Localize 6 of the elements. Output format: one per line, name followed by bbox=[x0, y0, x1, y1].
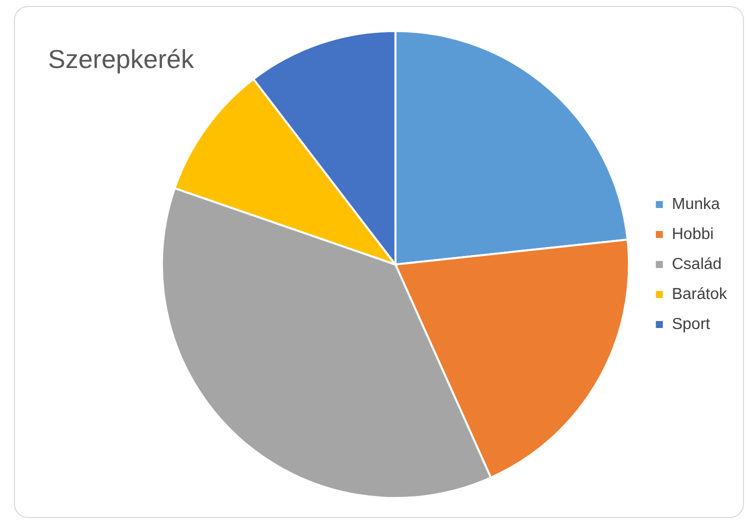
legend-label: Munka bbox=[672, 196, 720, 213]
legend-label: Sport bbox=[672, 316, 711, 333]
text: Szerepkerék bbox=[48, 44, 194, 75]
legend-label: Hobbi bbox=[672, 226, 714, 243]
legend-label: Barátok bbox=[672, 286, 728, 303]
legend-label: Család bbox=[672, 256, 722, 273]
